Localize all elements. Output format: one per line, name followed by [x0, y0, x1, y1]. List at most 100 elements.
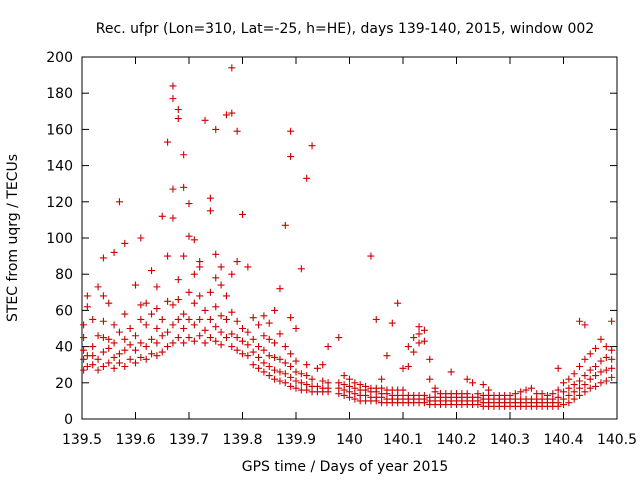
data-point: [576, 384, 584, 392]
data-point: [115, 198, 123, 206]
data-point: [340, 372, 348, 380]
data-point: [115, 328, 123, 336]
data-point: [260, 368, 268, 376]
data-point: [287, 373, 295, 381]
data-point: [89, 352, 97, 360]
data-point: [576, 377, 584, 385]
data-point: [265, 319, 273, 327]
data-point: [517, 388, 525, 396]
data-point: [576, 363, 584, 371]
data-point: [180, 339, 188, 347]
data-point: [570, 395, 578, 403]
data-point: [426, 355, 434, 363]
data-point: [190, 299, 198, 307]
data-point: [148, 350, 156, 358]
plot-frame: [81, 56, 618, 420]
chart-title: Rec. ufpr (Lon=310, Lat=-25, h=HE), days…: [96, 21, 594, 37]
x-tick-label: 140.1: [383, 432, 423, 448]
data-point: [153, 352, 161, 360]
data-point: [447, 368, 455, 376]
x-tick-label: 140.2: [436, 432, 476, 448]
x-tick-label: 139.9: [276, 432, 316, 448]
data-point: [132, 359, 139, 367]
x-tick-label: 140.5: [597, 432, 637, 448]
data-point: [244, 341, 252, 349]
data-point: [180, 151, 188, 159]
data-point: [506, 391, 514, 399]
y-tick-label: 160: [46, 122, 73, 138]
data-point: [228, 270, 236, 278]
data-point: [249, 348, 257, 356]
data-point: [196, 315, 204, 323]
data-point: [543, 391, 551, 399]
data-point: [565, 375, 573, 383]
data-point: [180, 325, 188, 332]
data-point: [378, 375, 386, 383]
data-point: [105, 335, 113, 343]
data-point: [281, 379, 289, 387]
data-point: [89, 361, 97, 369]
y-tick-label: 100: [46, 231, 73, 247]
data-point: [201, 326, 209, 334]
data-point: [222, 315, 230, 323]
data-point: [469, 379, 477, 387]
data-point: [410, 348, 418, 356]
data-point: [94, 355, 102, 363]
data-point: [158, 212, 166, 220]
data-point: [420, 326, 428, 334]
y-axis: 0 20 40 60 80 100 120 140 160 180 200: [46, 50, 617, 428]
data-point: [137, 234, 145, 242]
data-point: [297, 265, 305, 273]
data-point: [319, 361, 327, 369]
data-point: [340, 381, 348, 389]
data-point: [570, 381, 578, 389]
data-point: [206, 334, 214, 342]
y-tick-label: 140: [46, 159, 73, 175]
data-point: [126, 341, 134, 349]
data-point: [431, 384, 439, 392]
data-point: [308, 142, 316, 150]
data-point: [255, 353, 263, 361]
x-tick-label: 139.6: [115, 432, 155, 448]
data-point: [121, 335, 129, 343]
data-point: [527, 384, 535, 392]
data-point: [346, 375, 353, 383]
data-point: [190, 321, 198, 329]
data-point: [105, 344, 113, 352]
data-point: [287, 382, 295, 390]
data-point: [99, 254, 107, 262]
data-point: [180, 252, 188, 260]
data-point: [142, 355, 150, 363]
data-point: [158, 348, 166, 356]
data-point: [105, 299, 113, 307]
data-point: [99, 292, 107, 300]
data-point: [608, 317, 616, 325]
data-point: [153, 339, 161, 347]
data-point: [367, 252, 375, 260]
data-point: [249, 314, 257, 322]
data-point: [206, 288, 214, 296]
data-point: [132, 346, 139, 354]
data-point: [153, 283, 161, 291]
data-point: [190, 337, 198, 345]
y-tick-label: 120: [46, 195, 73, 211]
y-tick-label: 20: [55, 376, 73, 392]
data-point: [80, 334, 88, 342]
data-point: [110, 353, 118, 361]
data-point: [549, 390, 557, 398]
data-point: [554, 386, 562, 394]
data-point: [602, 377, 610, 385]
data-point: [132, 281, 139, 289]
data-point: [105, 359, 113, 367]
data-point: [271, 366, 279, 374]
data-point: [222, 111, 230, 119]
data-point: [212, 303, 220, 311]
data-point: [581, 372, 589, 380]
data-point: [185, 334, 193, 342]
data-point: [383, 352, 391, 360]
data-point: [206, 194, 214, 202]
data-point: [576, 391, 584, 399]
data-point: [597, 379, 605, 387]
data-point: [303, 174, 311, 182]
data-point: [228, 330, 236, 338]
